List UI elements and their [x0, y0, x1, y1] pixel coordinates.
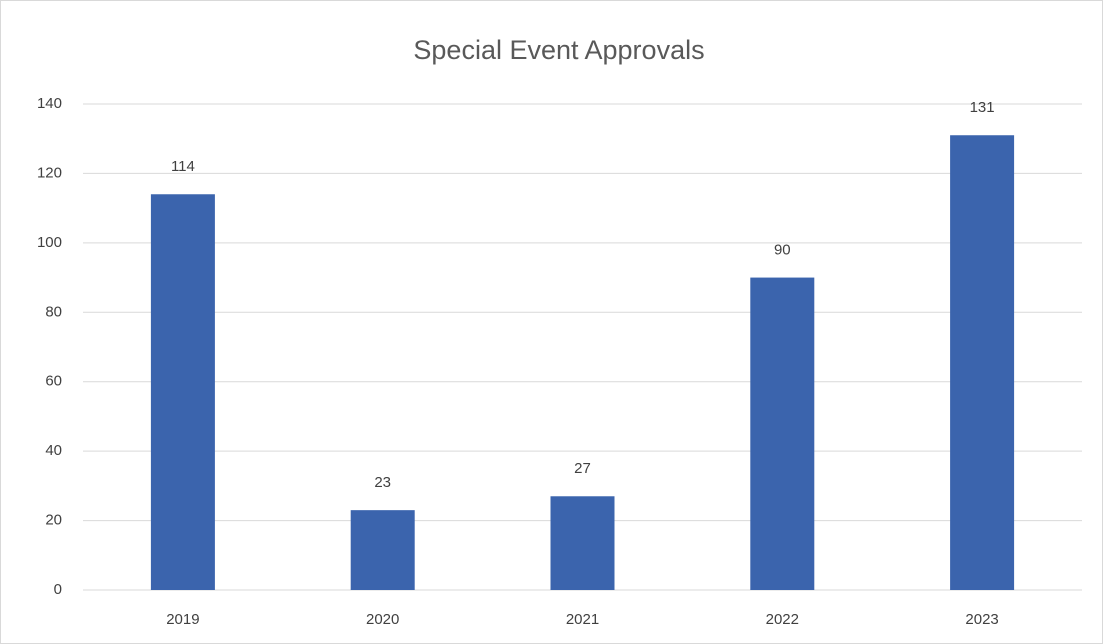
- y-tick-label: 120: [37, 164, 62, 181]
- x-tick-label: 2019: [166, 611, 199, 628]
- bar: [550, 496, 615, 590]
- y-tick-label: 80: [45, 303, 62, 320]
- y-tick-label: 60: [45, 373, 62, 390]
- y-tick-label: 140: [37, 95, 62, 112]
- data-label: 90: [774, 242, 791, 259]
- data-label: 27: [574, 460, 591, 477]
- data-label: 131: [970, 99, 995, 116]
- bar: [150, 194, 215, 590]
- y-tick-label: 100: [37, 234, 62, 251]
- y-tick-label: 40: [45, 442, 62, 459]
- x-tick-label: 2023: [965, 611, 998, 628]
- y-tick-label: 20: [45, 512, 62, 529]
- bar: [350, 510, 415, 590]
- data-label: 114: [171, 158, 195, 175]
- x-tick-label: 2020: [366, 611, 399, 628]
- bar: [950, 135, 1015, 590]
- bar: [750, 277, 815, 590]
- x-tick-label: 2022: [766, 611, 799, 628]
- x-tick-label: 2021: [566, 611, 599, 628]
- data-label: 23: [374, 474, 391, 491]
- chart-title: Special Event Approvals: [413, 35, 704, 65]
- y-tick-label: 0: [54, 581, 62, 598]
